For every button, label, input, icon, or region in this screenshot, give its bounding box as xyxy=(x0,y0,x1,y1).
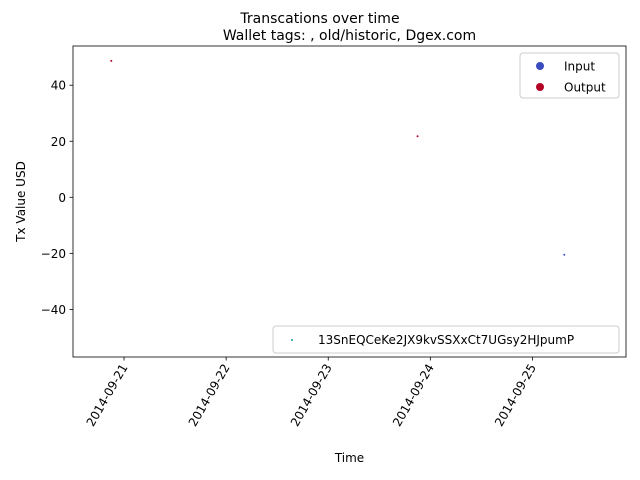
legend-address-marker xyxy=(291,339,293,341)
chart-title: Wallet tags: , old/historic, Dgex.com xyxy=(223,28,476,44)
legend-address: 13SnEQCeKe2JX9kvSSXxCt7UGsy2HJpumP xyxy=(272,325,620,354)
y-axis-ticks: −40 −20 0 20 40 xyxy=(41,79,73,317)
x-axis-ticks: 2014-09-21 2014-09-22 2014-09-23 2014-09-24… xyxy=(84,357,539,429)
x-tick-label: 2014-09-22 xyxy=(186,362,233,429)
data-point-output xyxy=(110,59,113,62)
y-tick-label: 20 xyxy=(51,135,66,149)
chart-suptitle: Transcations over time xyxy=(239,11,399,27)
y-tick-label: 40 xyxy=(51,79,66,93)
legend-input-marker xyxy=(536,62,544,70)
legend-input-label: Input xyxy=(564,60,595,74)
y-axis-label: Tx Value USD xyxy=(14,161,28,243)
legend-address-label: 13SnEQCeKe2JX9kvSSXxCt7UGsy2HJpumP xyxy=(318,333,574,347)
x-axis-label: Time xyxy=(334,451,364,465)
x-tick-label: 2014-09-25 xyxy=(492,362,539,429)
x-tick-label: 2014-09-21 xyxy=(84,362,131,429)
y-tick-label: −20 xyxy=(41,247,66,261)
legend-address-frame xyxy=(272,325,620,354)
data-point-output xyxy=(416,135,419,138)
legend-types: Input Output xyxy=(519,52,620,99)
y-tick-label: −40 xyxy=(41,303,66,317)
x-tick-label: 2014-09-24 xyxy=(390,362,437,429)
x-tick-label: 2014-09-23 xyxy=(288,362,335,429)
y-tick-label: 0 xyxy=(58,191,66,205)
legend-types-frame xyxy=(519,52,620,99)
data-point-input xyxy=(563,253,566,256)
legend-output-label: Output xyxy=(564,81,606,95)
legend-output-marker xyxy=(536,83,544,91)
data-points xyxy=(110,59,566,256)
